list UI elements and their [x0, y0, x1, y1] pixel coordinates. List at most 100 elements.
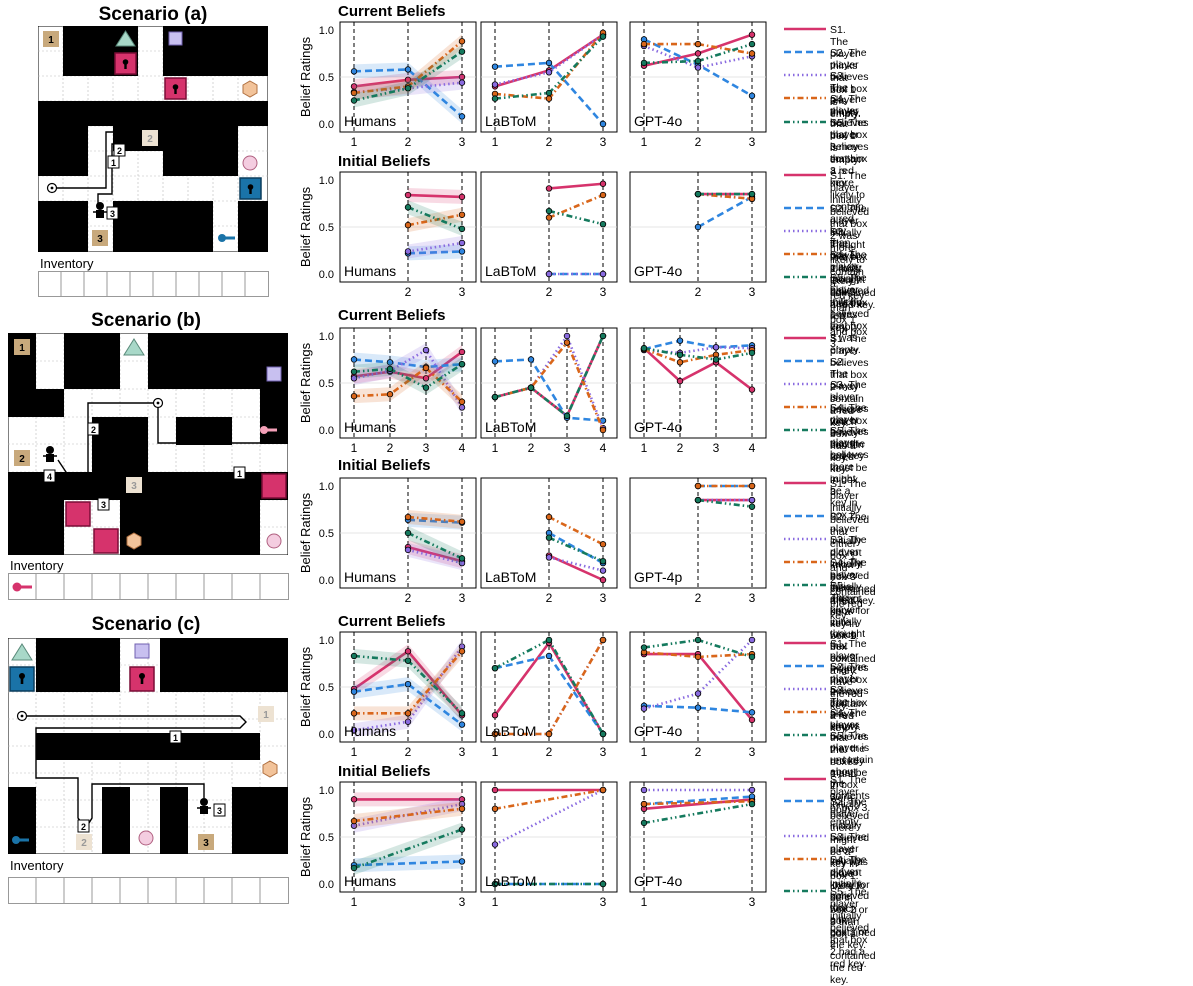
box-2-icon: 2 [76, 834, 92, 850]
svg-text:2: 2 [81, 822, 86, 832]
legend-swatch [784, 73, 826, 77]
data-point [563, 412, 571, 420]
legend-swatch [784, 275, 826, 279]
data-point [599, 880, 607, 888]
y-axis-label: Belief Ratings [298, 646, 313, 727]
data-point [458, 361, 466, 368]
x-tick-label: 3 [749, 285, 756, 299]
svg-text:3: 3 [217, 806, 222, 816]
x-tick-label: 3 [459, 591, 466, 605]
data-point [350, 817, 358, 825]
series-line-s5 [407, 206, 463, 231]
legend-text: S1. The player believes that box 2 may c… [830, 638, 869, 734]
legend-swatch [784, 96, 826, 100]
data-point [640, 644, 648, 651]
data-point [563, 339, 571, 346]
legend-text: S2. The player is unsure which box has a… [830, 356, 863, 464]
data-point [640, 59, 648, 67]
series-line-s1 [548, 182, 604, 190]
data-point [563, 332, 571, 340]
series-line-s5 [353, 828, 463, 870]
data-point [491, 393, 499, 401]
data-point [491, 712, 499, 719]
legend-swatch [784, 481, 826, 485]
data-point [640, 786, 648, 794]
data-point [640, 40, 648, 48]
y-tick-label: 0.0 [319, 575, 334, 587]
data-point [422, 364, 430, 372]
data-point [545, 89, 553, 97]
legend-text: S2. The player believes that box 3 is em… [830, 47, 869, 119]
series-line-s3 [643, 44, 753, 69]
facet-label: Humans [344, 723, 396, 739]
data-point [404, 657, 412, 664]
data-point [404, 85, 412, 92]
series-line-s5 [494, 335, 605, 418]
data-point [694, 636, 702, 644]
y-tick-label: 0.5 [319, 72, 334, 84]
data-point [748, 496, 756, 504]
series-line-s5 [697, 498, 753, 508]
legend-item-s3: S3. The player initially thought box 3 h… [784, 226, 865, 334]
legend-swatch [784, 857, 826, 861]
panel-title: Current Beliefs [338, 3, 446, 20]
legend-swatch [784, 733, 826, 737]
triangle-gem-icon [115, 30, 136, 47]
facet-labtom: 2 3 LaBToM [480, 477, 618, 605]
legend-text: S3. The player initially thought box 3 h… [830, 226, 866, 334]
y-tick-label: 0.5 [319, 222, 334, 234]
data-point [599, 636, 607, 644]
circle-gem-icon [138, 830, 154, 846]
series-line-s1 [407, 545, 463, 563]
svg-text:2: 2 [147, 134, 153, 145]
ci-band [354, 677, 462, 732]
x-tick-label: 4 [749, 441, 756, 455]
ci-band [354, 343, 462, 415]
path-label-3: 3 [97, 497, 110, 511]
facet-label: GPT-4o [634, 263, 682, 279]
x-tick-label: 3 [749, 745, 756, 759]
data-point [350, 864, 358, 872]
y-tick-label: 0.0 [319, 729, 334, 741]
data-point [694, 482, 702, 490]
x-tick-label: 2 [405, 135, 412, 149]
data-point [599, 191, 607, 199]
data-point [422, 346, 430, 354]
data-point [458, 79, 466, 86]
series-line-s2 [643, 795, 753, 806]
data-point [458, 239, 466, 247]
data-point [458, 555, 466, 562]
legend-swatch [784, 336, 826, 340]
facet-humans: 1 3 Humans [339, 781, 477, 909]
x-tick-label: 3 [459, 895, 466, 909]
data-point [458, 38, 466, 45]
square-gem-icon [266, 366, 282, 382]
facet-label: LaBToM [485, 263, 536, 279]
data-point [545, 214, 553, 221]
panel-title: Current Beliefs [338, 307, 446, 324]
x-tick-label: 4 [459, 441, 466, 455]
data-point [748, 800, 756, 808]
y-tick-label: 0.0 [319, 119, 334, 131]
facet-label: GPT-4p [634, 569, 682, 585]
agent-path [52, 131, 137, 206]
data-point [694, 653, 702, 661]
legend-swatch [784, 514, 826, 518]
legend-item-s4: S4. The player believes that the red key… [784, 402, 869, 498]
data-point [404, 221, 412, 229]
facet-labtom: 2 3 LaBToM [480, 171, 618, 299]
y-axis-label: Belief Ratings [298, 796, 313, 877]
data-point [599, 426, 607, 434]
x-tick-label: 1 [641, 135, 648, 149]
x-tick-label: 1 [492, 441, 499, 455]
data-point [422, 384, 430, 391]
legend-item-s5: S5. The player is uncertain about the co… [784, 730, 873, 814]
ci-band [354, 360, 462, 409]
data-point [491, 730, 499, 738]
data-point [694, 496, 702, 504]
square-gem-icon [168, 31, 183, 46]
legend-item-s1: S1. The player initially believed there … [784, 774, 869, 882]
series-line-s2 [353, 68, 463, 118]
facet-gpt-4o: 2 3 GPT-4o [629, 171, 767, 299]
legend-swatch [784, 834, 826, 838]
